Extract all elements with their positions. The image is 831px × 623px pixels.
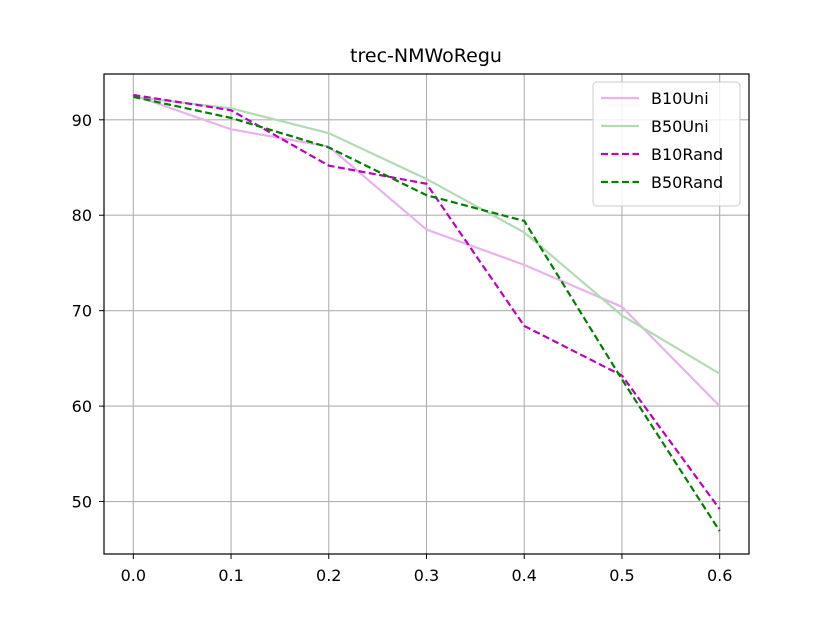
legend-label: B10Uni	[651, 89, 709, 108]
legend: B10Uni B50Uni B10Rand B50Rand	[592, 81, 741, 207]
series-lines	[132, 93, 721, 532]
legend-label: B50Uni	[651, 117, 709, 136]
chart-title: trec-NMWoRegu	[350, 45, 502, 67]
y-axis: 50 60 70 80 90	[72, 111, 104, 512]
x-tick-label: 0.2	[316, 566, 341, 585]
legend-label: B10Rand	[651, 145, 723, 164]
series-line-b10rand	[133, 93, 721, 510]
y-tick-label: 90	[72, 111, 92, 130]
x-tick-label: 0.6	[707, 566, 732, 585]
x-tick-label: 0.1	[218, 566, 243, 585]
y-tick-label: 60	[72, 397, 92, 416]
x-axis: 0.0 0.1 0.2 0.3 0.4 0.5 0.6	[121, 554, 732, 585]
x-tick-label: 0.4	[512, 566, 537, 585]
x-tick-label: 0.5	[609, 566, 634, 585]
legend-label: B50Rand	[651, 173, 723, 192]
x-tick-label: 0.3	[414, 566, 439, 585]
y-tick-label: 50	[72, 493, 92, 512]
x-tick-label: 0.0	[121, 566, 146, 585]
series-line-b10uni	[132, 93, 721, 407]
series-line-b50uni	[133, 95, 721, 375]
y-tick-label: 80	[72, 206, 92, 225]
legend-box	[592, 81, 741, 207]
y-tick-label: 70	[72, 302, 92, 321]
series-line-b50rand	[133, 95, 721, 532]
